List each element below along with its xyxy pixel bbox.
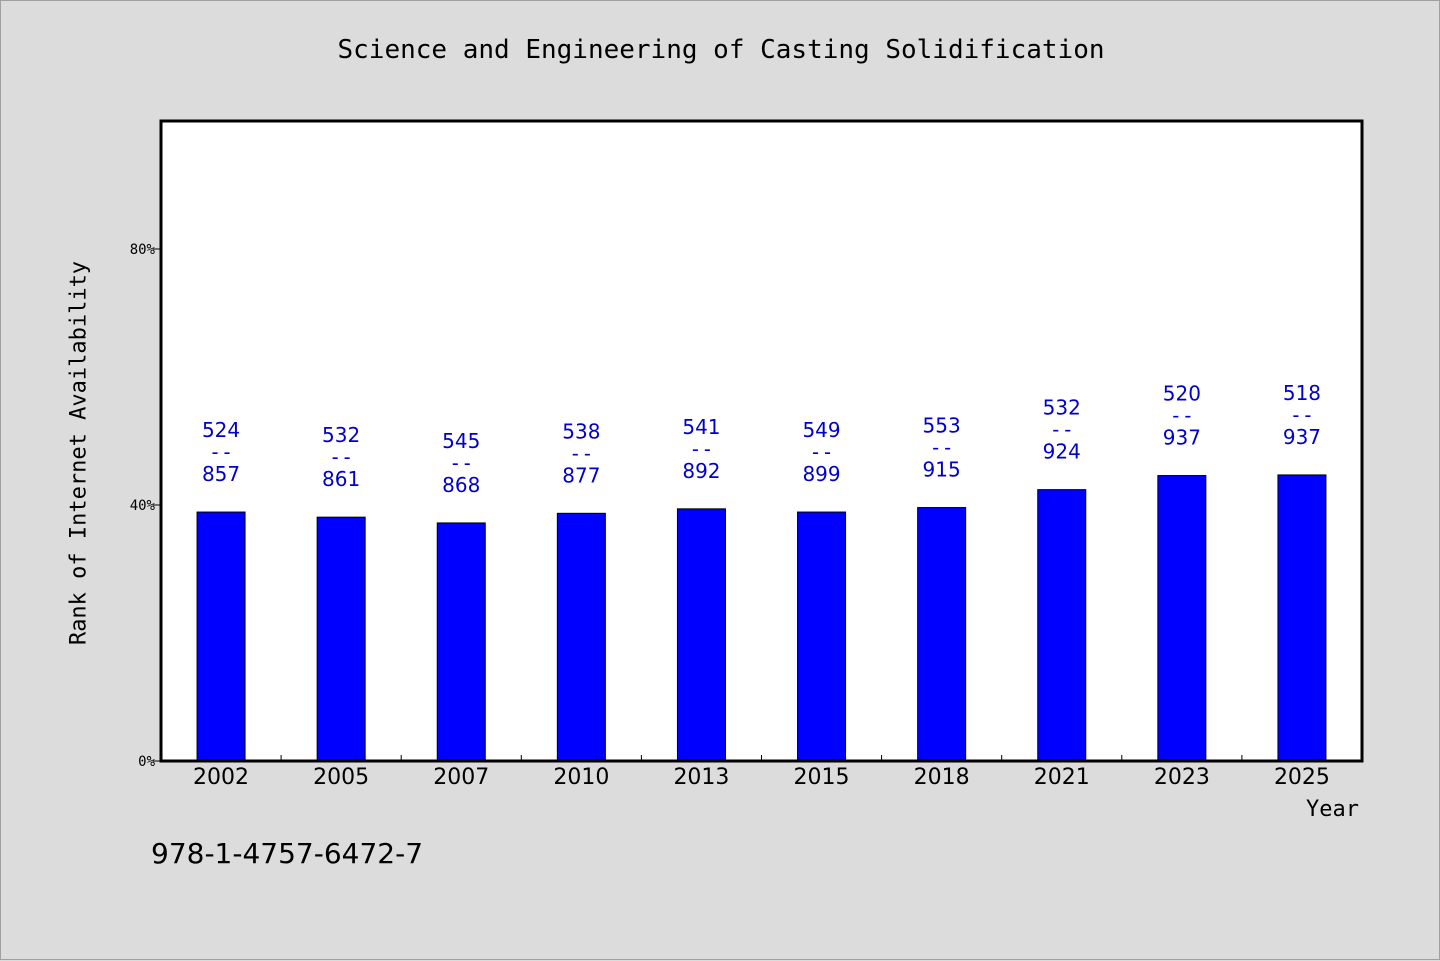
x-tick-label: 2007 <box>433 765 489 790</box>
data-label-top: 524 <box>202 418 240 442</box>
bar <box>1037 489 1087 762</box>
chart-title: Science and Engineering of Casting Solid… <box>337 35 1105 65</box>
y-axis-label: Rank of Internet Availability <box>66 260 92 646</box>
bar <box>797 511 847 762</box>
data-label-sep: -- <box>209 440 233 464</box>
data-label-top: 553 <box>923 414 961 438</box>
data-label-bottom: 877 <box>562 463 600 487</box>
data-label-sep: -- <box>1050 418 1074 442</box>
data-label-top: 518 <box>1283 381 1321 405</box>
data-label-bottom: 915 <box>923 458 961 482</box>
data-label-sep: -- <box>329 445 353 469</box>
x-tick-label: 2015 <box>794 765 850 790</box>
bar <box>436 522 486 762</box>
data-label-sep: -- <box>1290 403 1314 427</box>
bar <box>316 516 366 762</box>
x-tick-label: 2002 <box>193 765 249 790</box>
bar <box>196 511 246 762</box>
bar <box>1277 474 1327 762</box>
data-label-top: 532 <box>322 423 360 447</box>
data-label-bottom: 924 <box>1043 440 1081 464</box>
isbn-text: 978-1-4757-6472-7 <box>151 837 424 870</box>
data-label-bottom: 868 <box>442 473 480 497</box>
plot-border <box>159 119 1364 763</box>
x-tick-label: 2013 <box>673 765 729 790</box>
data-label-top: 541 <box>682 415 720 439</box>
data-label-sep: -- <box>1170 404 1194 428</box>
data-label-sep: -- <box>810 440 834 464</box>
bar <box>1157 475 1207 762</box>
data-label-bottom: 892 <box>682 459 720 483</box>
x-tick-label: 2021 <box>1034 765 1090 790</box>
bar <box>556 512 606 762</box>
x-tick-label: 2005 <box>313 765 369 790</box>
x-tick-label: 2010 <box>553 765 609 790</box>
data-label-sep: -- <box>449 451 473 475</box>
data-label-top: 532 <box>1043 396 1081 420</box>
x-axis-label: Year <box>1306 797 1359 822</box>
x-tick-label: 2025 <box>1274 765 1330 790</box>
data-label-bottom: 937 <box>1163 426 1201 450</box>
x-tick-label: 2018 <box>914 765 970 790</box>
data-label-bottom: 899 <box>802 462 840 486</box>
x-tick-label: 2023 <box>1154 765 1210 790</box>
data-label-sep: -- <box>689 437 713 461</box>
y-tick-label: 0% <box>138 754 155 770</box>
y-tick-label: 40% <box>130 498 156 514</box>
data-label-bottom: 857 <box>202 462 240 486</box>
data-label-top: 520 <box>1163 382 1201 406</box>
data-label-sep: -- <box>569 441 593 465</box>
data-label-top: 545 <box>442 429 480 453</box>
y-tick-label: 80% <box>130 242 156 258</box>
data-label-bottom: 861 <box>322 467 360 491</box>
data-label-top: 549 <box>802 418 840 442</box>
data-label-sep: -- <box>930 436 954 460</box>
data-label-top: 538 <box>562 419 600 443</box>
bar <box>676 508 726 762</box>
data-label-bottom: 937 <box>1283 425 1321 449</box>
bar <box>917 507 967 762</box>
